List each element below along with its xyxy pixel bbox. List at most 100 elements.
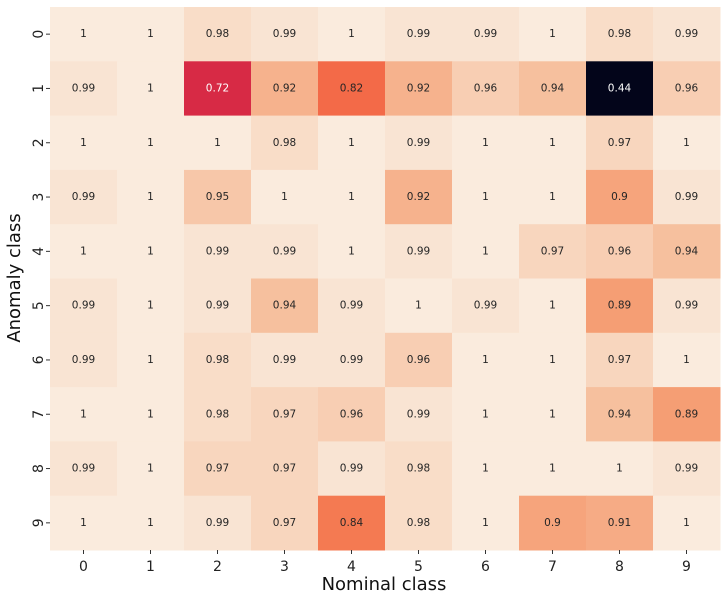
cell-value-label: 0.98	[273, 137, 296, 149]
heatmap-cell	[653, 495, 721, 551]
cell-value-label: 1	[482, 245, 489, 257]
heatmap-cell	[117, 115, 185, 171]
cell-value-label: 0.99	[675, 463, 698, 475]
heatmap-cell	[653, 61, 721, 117]
heatmap-cell	[586, 441, 654, 497]
cell-value-label: 0.99	[273, 28, 296, 40]
heatmap-cell	[653, 387, 721, 442]
cell-value-label: 0.99	[273, 354, 296, 366]
cell-value-label: 1	[147, 354, 154, 366]
heatmap-cell	[586, 278, 654, 334]
cell-value-label: 0.91	[608, 517, 631, 529]
cell-value-label: 1	[549, 300, 556, 312]
cell-value-label: 1	[683, 137, 690, 149]
heatmap-cell	[50, 7, 118, 62]
cell-value-label: 1	[80, 517, 87, 529]
cell-value-label: 1	[348, 137, 355, 149]
heatmap-cell	[385, 278, 453, 334]
heatmap-cell	[50, 169, 118, 225]
cell-value-label: 0.98	[206, 408, 229, 420]
cell-value-label: 0.99	[407, 28, 430, 40]
cell-value-label: 0.98	[407, 463, 430, 475]
cell-value-label: 0.99	[675, 28, 698, 40]
cell-value-label: 0.44	[608, 82, 632, 94]
cell-value-label: 1	[482, 191, 489, 203]
heatmap-cell	[452, 441, 520, 497]
cell-value-label: 1	[348, 245, 355, 257]
cell-value-label: 1	[482, 354, 489, 366]
heatmap-cell	[50, 224, 118, 279]
heatmap-cell	[519, 387, 587, 442]
cell-value-label: 0.99	[340, 300, 363, 312]
heatmap-cell	[653, 7, 721, 62]
cell-value-label: 1	[549, 354, 556, 366]
cell-value-label: 1	[616, 463, 623, 475]
cell-value-label: 0.89	[675, 408, 698, 420]
cell-value-label: 0.99	[72, 191, 95, 203]
heatmap-cell	[184, 441, 252, 497]
cell-value-label: 1	[549, 408, 556, 420]
heatmap-cell	[184, 224, 252, 279]
cell-value-label: 1	[348, 191, 355, 203]
cell-value-label: 1	[147, 245, 154, 257]
heatmap-cell	[50, 115, 118, 171]
cell-value-label: 0.99	[206, 300, 229, 312]
x-tick-label: 4	[347, 559, 356, 575]
cell-value-label: 0.97	[608, 354, 631, 366]
heatmap-cell	[318, 224, 386, 279]
cell-value-label: 0.97	[541, 245, 564, 257]
y-axis-ticks: 0 1 2 3 4 5 6 7 8 9	[31, 30, 50, 527]
heatmap-cell	[385, 387, 453, 442]
heatmap-cell	[318, 115, 386, 171]
cell-value-label: 0.9	[544, 517, 561, 529]
heatmap-cell	[519, 224, 587, 279]
cell-value-label: 1	[415, 300, 422, 312]
cell-value-label: 0.99	[206, 245, 229, 257]
heatmap-cell	[452, 169, 520, 225]
heatmap-cell	[519, 115, 587, 171]
heatmap-cell	[586, 169, 654, 225]
y-tick-label: 5	[31, 301, 47, 310]
heatmap-cell	[184, 7, 252, 62]
x-tick-label: 9	[682, 559, 691, 575]
heatmap-cell	[519, 332, 587, 388]
heatmap-cell	[653, 441, 721, 497]
cell-value-label: 0.97	[206, 463, 229, 475]
x-tick-label: 5	[414, 559, 423, 575]
y-tick-label: 3	[31, 193, 47, 202]
cell-value-label: 1	[482, 517, 489, 529]
heatmap-cell	[653, 332, 721, 388]
cell-value-label: 1	[80, 245, 87, 257]
cell-value-label: 1	[683, 354, 690, 366]
cell-value-label: 1	[80, 137, 87, 149]
cell-value-label: 0.96	[608, 245, 632, 257]
heatmap-cell	[519, 7, 587, 62]
cell-value-label: 0.99	[407, 408, 430, 420]
cell-value-label: 0.72	[206, 82, 229, 94]
x-tick-label: 6	[481, 559, 490, 575]
heatmap-cell	[251, 169, 319, 225]
cell-value-label: 0.82	[340, 82, 363, 94]
heatmap-cell	[385, 495, 453, 551]
heatmap-cell	[251, 115, 319, 171]
heatmap-cell	[117, 278, 185, 334]
heatmap-cell	[586, 115, 654, 171]
cell-value-label: 0.99	[407, 245, 430, 257]
y-tick-label: 0	[31, 30, 47, 39]
x-tick-label: 0	[79, 559, 88, 575]
y-tick-label: 2	[31, 138, 47, 147]
y-tick-label: 7	[31, 410, 47, 419]
cell-value-label: 1	[549, 463, 556, 475]
cell-value-label: 0.98	[206, 28, 229, 40]
heatmap-cell	[318, 61, 386, 117]
cell-value-label: 0.99	[72, 82, 95, 94]
cell-value-label: 0.98	[206, 354, 229, 366]
heatmap-cell	[50, 278, 118, 334]
heatmap-cell	[50, 441, 118, 497]
cell-value-label: 1	[80, 408, 87, 420]
heatmap-cell	[519, 278, 587, 334]
x-tick-label: 8	[615, 559, 624, 575]
y-tick-label: 4	[31, 247, 47, 256]
heatmap-cell	[519, 61, 587, 117]
